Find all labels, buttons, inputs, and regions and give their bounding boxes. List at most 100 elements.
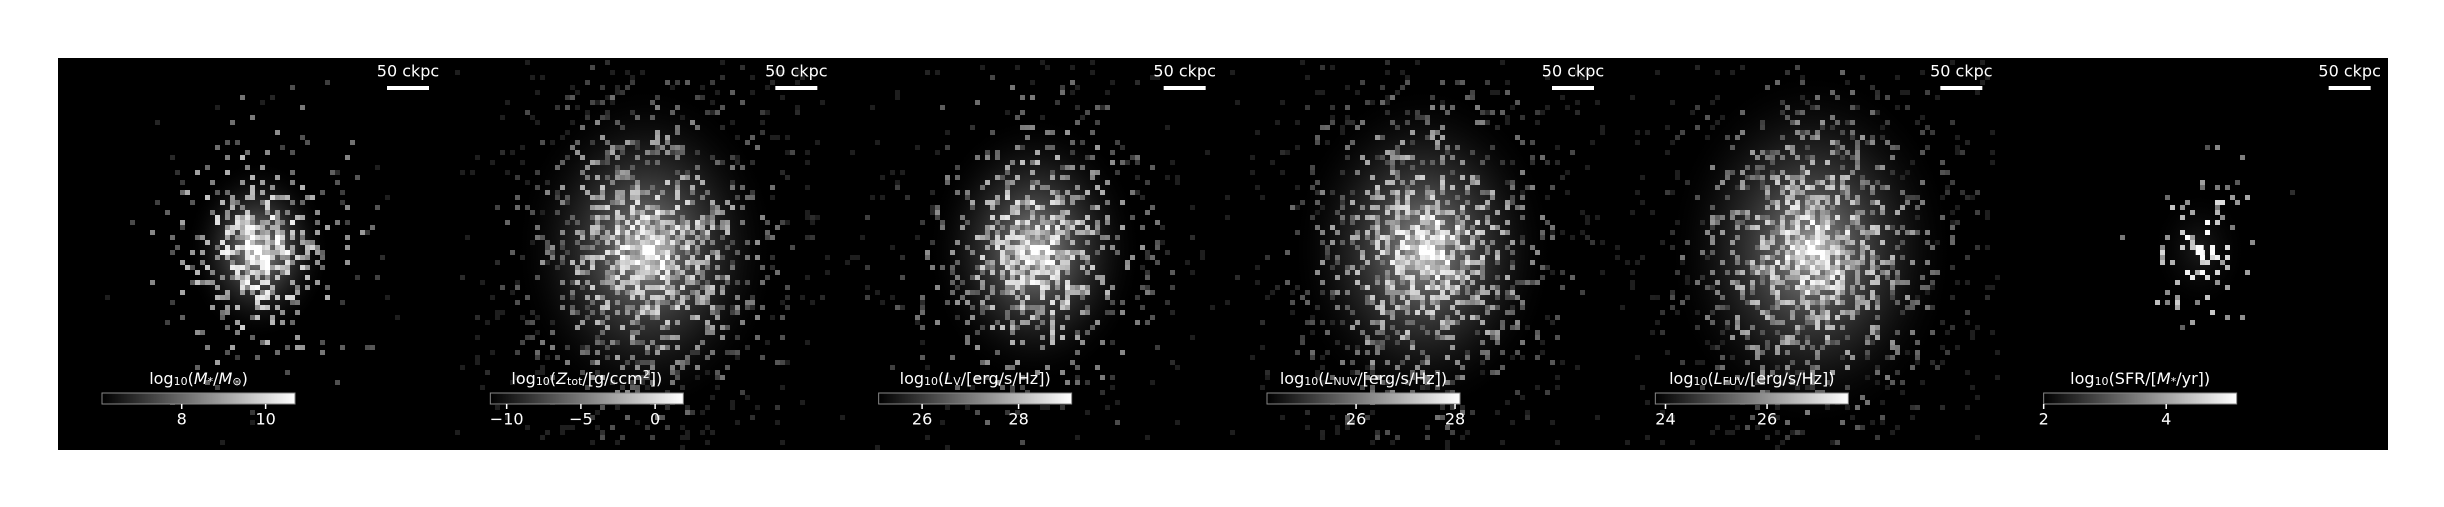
pixel <box>605 240 610 245</box>
pixel <box>1445 255 1450 260</box>
pixel <box>1445 380 1450 385</box>
pixel <box>1365 215 1370 220</box>
pixel <box>1450 285 1455 290</box>
pixel <box>1490 285 1495 290</box>
pixel <box>1505 295 1510 300</box>
pixel <box>935 150 940 155</box>
pixel <box>850 150 855 155</box>
pixel <box>1045 230 1050 235</box>
pixel <box>975 330 980 335</box>
pixel <box>1060 85 1065 90</box>
pixel <box>1990 330 1995 335</box>
pixel <box>995 200 1000 205</box>
pixel <box>1140 265 1145 270</box>
pixel <box>990 240 995 245</box>
pixel <box>765 220 770 225</box>
pixel <box>665 325 670 330</box>
pixel <box>1435 305 1440 310</box>
pixel <box>1330 225 1335 230</box>
pixel <box>1835 150 1840 155</box>
pixel <box>945 445 950 450</box>
pixel <box>800 75 805 80</box>
pixel <box>1755 155 1760 160</box>
pixel <box>935 205 940 210</box>
pixel <box>805 215 810 220</box>
pixel <box>700 295 705 300</box>
pixel <box>1020 375 1025 380</box>
pixel <box>295 215 300 220</box>
pixel <box>730 240 735 245</box>
pixel <box>1330 190 1335 195</box>
pixel <box>1345 115 1350 120</box>
pixel <box>1780 215 1785 220</box>
pixel <box>660 235 665 240</box>
pixel <box>1375 220 1380 225</box>
pixel <box>795 105 800 110</box>
pixel <box>1785 350 1790 355</box>
pixel <box>1530 260 1535 265</box>
pixel <box>1065 225 1070 230</box>
pixel <box>1455 300 1460 305</box>
pixel <box>1420 115 1425 120</box>
pixel <box>600 435 605 440</box>
pixel <box>1400 275 1405 280</box>
pixel <box>580 235 585 240</box>
pixel <box>1460 265 1465 270</box>
pixel <box>1880 420 1885 425</box>
pixel <box>1315 225 1320 230</box>
pixel <box>1385 220 1390 225</box>
pixel <box>1810 235 1815 240</box>
pixel <box>170 235 175 240</box>
pixel <box>1540 215 1545 220</box>
pixel <box>660 245 665 250</box>
pixel <box>1795 235 1800 240</box>
pixel <box>230 230 235 235</box>
pixel <box>1515 205 1520 210</box>
pixel <box>640 265 645 270</box>
pixel <box>1840 165 1845 170</box>
pixel <box>1075 105 1080 110</box>
pixel <box>1480 240 1485 245</box>
pixel <box>1790 210 1795 215</box>
pixel <box>950 280 955 285</box>
pixel <box>1325 330 1330 335</box>
pixel <box>1785 260 1790 265</box>
pixel <box>1580 210 1585 215</box>
pixel <box>1395 210 1400 215</box>
pixel <box>1355 350 1360 355</box>
pixel <box>1345 265 1350 270</box>
pixel <box>1375 230 1380 235</box>
pixel <box>1460 80 1465 85</box>
pixel <box>1765 185 1770 190</box>
pixel <box>210 270 215 275</box>
pixel <box>1385 430 1390 435</box>
pixel <box>1405 335 1410 340</box>
pixel <box>310 245 315 250</box>
pixel <box>1025 125 1030 130</box>
pixel <box>1410 290 1415 295</box>
pixel <box>1120 350 1125 355</box>
pixel <box>1390 160 1395 165</box>
pixel <box>580 350 585 355</box>
pixel <box>1020 300 1025 305</box>
pixel <box>580 155 585 160</box>
pixel <box>705 325 710 330</box>
pixel <box>1770 235 1775 240</box>
pixel <box>1575 365 1580 370</box>
pixel <box>1855 275 1860 280</box>
pixel <box>1890 170 1895 175</box>
pixel <box>1965 280 1970 285</box>
pixel <box>1785 250 1790 255</box>
pixel <box>1090 175 1095 180</box>
pixel <box>620 125 625 130</box>
pixel <box>1405 310 1410 315</box>
pixel <box>605 270 610 275</box>
pixel <box>1430 205 1435 210</box>
pixel <box>285 260 290 265</box>
pixel <box>1525 410 1530 415</box>
pixel <box>1870 280 1875 285</box>
pixel <box>1785 175 1790 180</box>
pixel <box>1840 130 1845 135</box>
pixel <box>595 335 600 340</box>
colorbar-tick-label: −5 <box>569 410 593 429</box>
